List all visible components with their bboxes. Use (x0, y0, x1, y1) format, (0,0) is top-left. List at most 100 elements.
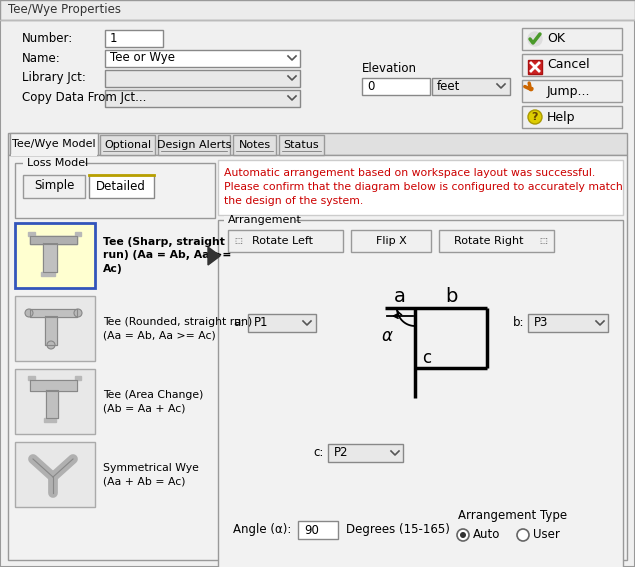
Bar (522, 80, 622, 102)
Text: Tee (Sharp, straight
run) (Aa = Ab, Aa >=
Ac): Tee (Sharp, straight run) (Aa = Ab, Aa >… (103, 238, 231, 274)
Text: c: c (422, 349, 432, 367)
Text: Name:: Name: (22, 52, 61, 65)
Circle shape (460, 532, 466, 538)
Text: 0: 0 (367, 79, 375, 92)
Text: 90: 90 (304, 523, 319, 536)
Circle shape (528, 110, 542, 124)
Polygon shape (43, 243, 57, 272)
Bar (23, 175, 85, 198)
Bar (218, 220, 623, 567)
Text: Angle (α):: Angle (α): (233, 523, 291, 536)
Text: Tee/Wye Properties: Tee/Wye Properties (8, 3, 121, 16)
Text: Automatic arrangement based on workspace layout was successful.
Please confirm t: Automatic arrangement based on workspace… (224, 168, 623, 206)
Text: Detailed: Detailed (96, 180, 146, 193)
Text: Library Jct:: Library Jct: (22, 71, 86, 84)
Text: a:: a: (233, 316, 244, 329)
Circle shape (25, 309, 33, 317)
Bar (15, 223, 95, 288)
Text: Rotate Left: Rotate Left (253, 236, 314, 246)
Bar (298, 521, 338, 539)
Text: Auto: Auto (473, 528, 500, 541)
Text: Cancel: Cancel (547, 58, 590, 71)
Bar (224, 216, 296, 225)
Circle shape (74, 309, 82, 317)
Text: User: User (533, 528, 560, 541)
Text: Arrangement Type: Arrangement Type (458, 509, 567, 522)
Bar (105, 90, 300, 107)
Bar (328, 444, 403, 462)
Text: Tee (Rounded, straight run)
(Aa = Ab, Aa >= Ac): Tee (Rounded, straight run) (Aa = Ab, Aa… (103, 317, 252, 340)
Polygon shape (30, 309, 77, 317)
Text: b:: b: (513, 316, 525, 329)
Text: P2: P2 (334, 446, 349, 459)
Polygon shape (45, 316, 57, 345)
Bar (158, 135, 230, 155)
Text: P3: P3 (534, 316, 549, 329)
Polygon shape (30, 236, 77, 244)
Text: 1: 1 (110, 32, 117, 44)
Text: ⬚: ⬚ (539, 236, 547, 246)
Text: Help: Help (547, 111, 575, 124)
Bar (0, 0, 635, 20)
Text: Tee (Area Change)
(Ab = Aa + Ac): Tee (Area Change) (Ab = Aa + Ac) (103, 390, 203, 413)
Bar (100, 135, 155, 155)
Bar (279, 135, 324, 155)
Text: P1: P1 (254, 316, 269, 329)
Polygon shape (30, 380, 77, 391)
Polygon shape (28, 376, 35, 380)
Bar (351, 230, 431, 252)
Text: Arrangement: Arrangement (228, 215, 302, 225)
Bar (105, 30, 163, 47)
Bar (432, 78, 510, 95)
Bar (15, 442, 95, 507)
Polygon shape (208, 247, 220, 265)
Bar (362, 78, 430, 95)
Text: b: b (444, 286, 457, 306)
Text: Tee/Wye Model: Tee/Wye Model (12, 139, 96, 149)
Bar (105, 50, 300, 67)
Bar (522, 106, 622, 128)
Text: c:: c: (313, 446, 323, 459)
Text: Notes: Notes (238, 140, 271, 150)
Bar (248, 314, 316, 332)
Bar (528, 314, 608, 332)
Text: Jump...: Jump... (547, 84, 591, 98)
Bar (15, 369, 95, 434)
Bar (522, 28, 622, 50)
Text: α: α (382, 327, 392, 345)
Text: Loss Model: Loss Model (27, 158, 88, 168)
Bar (11, 154, 97, 156)
Text: Flip X: Flip X (376, 236, 406, 246)
Text: ?: ? (531, 112, 538, 122)
Text: a: a (394, 286, 406, 306)
Bar (10, 133, 98, 155)
Bar (8, 155, 627, 560)
Text: Copy Data From Jct...: Copy Data From Jct... (22, 91, 147, 104)
Text: Status: Status (284, 140, 319, 150)
Text: Rotate Right: Rotate Right (454, 236, 524, 246)
Text: Degrees (15-165): Degrees (15-165) (346, 523, 450, 536)
Text: Elevation: Elevation (362, 61, 417, 74)
Bar (89, 175, 154, 198)
Text: Optional: Optional (104, 140, 151, 150)
Bar (15, 296, 95, 361)
Bar (228, 230, 343, 252)
Bar (23, 159, 85, 168)
Bar (218, 160, 623, 215)
Bar (8, 133, 627, 155)
Circle shape (47, 341, 55, 349)
Polygon shape (30, 236, 77, 244)
Text: Tee or Wye: Tee or Wye (110, 52, 175, 65)
Circle shape (457, 529, 469, 541)
Bar (105, 70, 300, 87)
Bar (522, 54, 622, 76)
Bar (528, 60, 542, 74)
Circle shape (528, 32, 542, 46)
Circle shape (517, 529, 529, 541)
Text: feet: feet (437, 79, 460, 92)
Bar (15, 163, 215, 218)
Text: OK: OK (547, 32, 565, 45)
Polygon shape (44, 418, 56, 422)
Text: Design Alerts: Design Alerts (157, 140, 231, 150)
Text: Simple: Simple (34, 180, 74, 193)
